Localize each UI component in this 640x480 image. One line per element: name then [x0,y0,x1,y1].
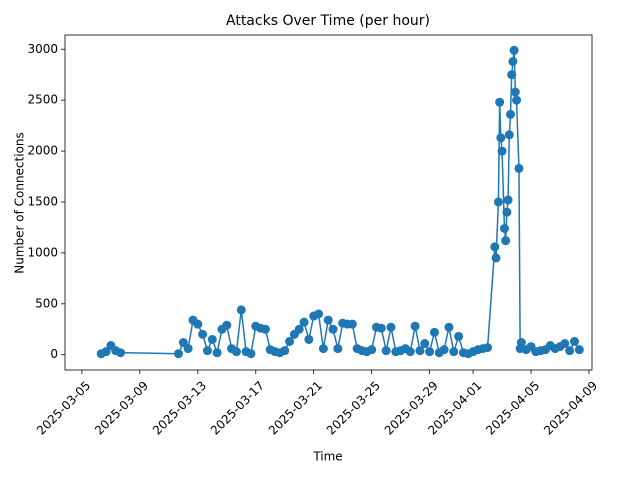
data-point [193,319,203,329]
data-point [491,253,501,263]
x-axis-label: Time [312,450,342,464]
data-point [425,347,435,357]
data-point [429,327,439,337]
data-point [260,324,270,334]
y-tick-label: 3000 [27,42,58,56]
y-tick-label: 2000 [27,144,58,158]
y-tick-label: 2500 [27,93,58,107]
x-tick-label: 2025-03-21 [266,378,325,437]
x-tick-label: 2025-03-17 [208,378,267,437]
data-point [512,95,522,105]
data-point [509,45,519,55]
data-point [510,87,520,97]
data-point [178,338,188,348]
y-tick-label: 0 [50,347,58,361]
data-point [501,236,511,246]
data-point [347,319,357,329]
data-point [285,336,295,346]
x-tick-label: 2025-04-09 [541,378,600,437]
x-tick-label: 2025-04-05 [483,378,542,437]
data-point [569,336,579,346]
data-point [497,146,507,156]
data-point [415,346,425,356]
data-point [444,322,454,332]
data-point [202,346,212,356]
data-point [367,345,377,355]
data-point [314,309,324,319]
data-point [565,346,575,356]
data-point [506,109,516,119]
chart-title: Attacks Over Time (per hour) [226,13,430,29]
data-point [516,338,526,348]
y-axis-label: Number of Connections [13,132,27,274]
data-point [183,344,193,354]
data-point [386,322,396,332]
data-point [496,133,506,143]
data-point [514,163,524,173]
data-point [333,344,343,354]
data-point [483,343,493,353]
x-tick-label: 2025-03-13 [150,378,209,437]
data-point [231,347,241,357]
data-point [101,347,111,357]
x-tick-label: 2025-03-09 [92,378,151,437]
data-point [116,348,126,358]
y-tick-label: 500 [35,296,58,310]
data-point [405,347,415,357]
data-point [328,324,338,334]
data-point [490,242,500,252]
data-point [323,315,333,325]
data-point [420,339,430,349]
x-tick-label: 2025-03-05 [34,378,93,437]
data-point [304,334,314,344]
data-point [280,346,290,356]
data-point [439,345,449,355]
data-point [299,317,309,327]
data-point [222,320,232,330]
data-point [507,70,517,80]
data-point [503,195,513,205]
x-tick-label: 2025-03-25 [324,378,383,437]
data-point [495,97,505,107]
data-point [499,223,509,233]
data-point [294,324,304,334]
y-tick-label: 1500 [27,194,58,208]
data-point [493,197,503,207]
data-point [502,207,512,217]
data-point [410,321,420,331]
data-point [246,349,256,359]
data-point [508,56,518,66]
data-point [198,329,208,339]
plot-frame [64,34,593,371]
data-point [236,305,246,315]
data-point [381,346,391,356]
y-tick-label: 1000 [27,245,58,259]
data-point [560,339,570,349]
data-point [318,344,328,354]
data-point [574,345,584,355]
data-point [449,347,459,357]
data-point [212,348,222,358]
data-point [376,323,386,333]
data-point [504,130,514,140]
data-point [173,349,183,359]
data-point [454,331,464,341]
data-point [207,334,217,344]
